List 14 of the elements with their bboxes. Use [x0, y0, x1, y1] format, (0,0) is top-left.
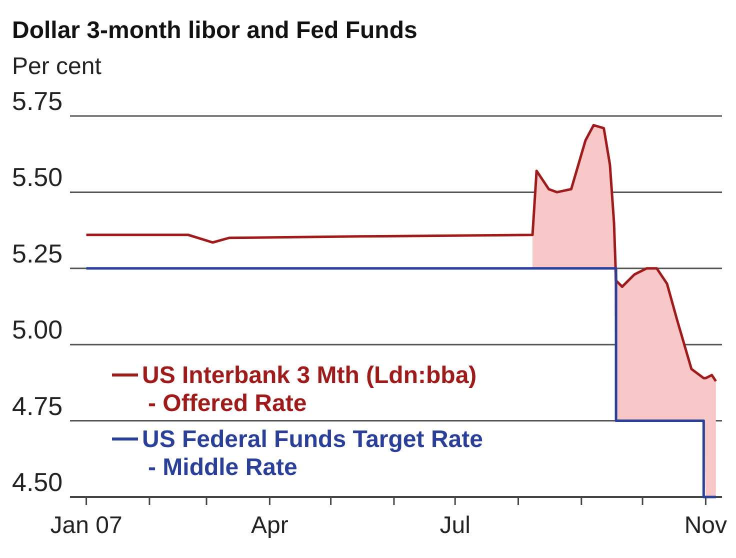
x-tick-label: Jul [440, 512, 470, 539]
y-tick-label: 4.75 [12, 390, 63, 421]
legend-label: US Interbank 3 Mth (Ldn:bba) - Offered Rate [142, 362, 477, 417]
chart-title: Dollar 3-month libor and Fed Funds [12, 17, 418, 44]
x-tick-label: Nov [684, 512, 728, 539]
y-tick-label: 4.50 [12, 467, 63, 497]
y-axis-title: Per cent [12, 53, 102, 80]
x-tick-label: Jan 07 [50, 512, 122, 539]
legend-label: US Federal Funds Target Rate - Middle Rate [142, 426, 483, 481]
y-tick-label: 5.75 [12, 86, 63, 116]
y-tick-label: 5.00 [12, 314, 63, 345]
x-tick-label: Apr [250, 512, 288, 539]
y-tick-label: 5.50 [12, 162, 63, 192]
y-tick-label: 5.25 [12, 238, 63, 268]
